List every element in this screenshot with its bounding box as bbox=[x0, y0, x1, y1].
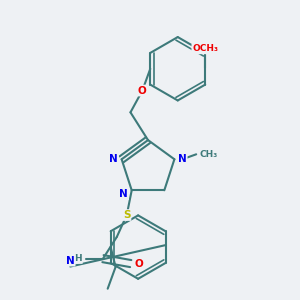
Text: N: N bbox=[109, 154, 118, 164]
Text: N: N bbox=[119, 189, 128, 199]
Text: OCH₃: OCH₃ bbox=[192, 44, 218, 53]
Text: O: O bbox=[134, 259, 143, 269]
Text: CH₃: CH₃ bbox=[200, 150, 218, 159]
Text: N: N bbox=[66, 256, 75, 266]
Text: H: H bbox=[74, 254, 82, 263]
Text: S: S bbox=[123, 210, 130, 220]
Text: N: N bbox=[178, 154, 187, 164]
Text: O: O bbox=[138, 85, 147, 96]
